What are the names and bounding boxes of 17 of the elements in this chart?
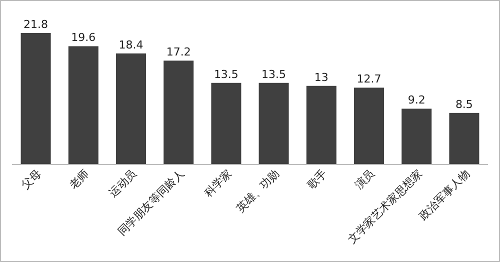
x-tick-label: 运动员 [106,166,140,200]
x-tick-label: 歌手 [304,166,330,192]
x-tick-label: 父母 [19,166,44,192]
data-label: 8.5 [455,98,473,111]
x-tick-label: 老师 [66,166,92,192]
data-label: 21.8 [24,18,48,31]
data-label: 17.2 [166,46,191,59]
x-tick-label: 演员 [352,166,378,192]
data-label: 18.4 [118,38,144,52]
data-label: 13.5 [262,68,286,81]
data-label: 9.2 [408,94,426,107]
x-tick-label: 科学家 [202,166,234,200]
x-tick-label: 英雄、功勋 [234,166,282,216]
data-label: 19.6 [71,31,96,44]
data-label: 13.5 [214,68,238,81]
data-label: 12.7 [356,72,382,86]
data-label: 13 [314,70,328,84]
